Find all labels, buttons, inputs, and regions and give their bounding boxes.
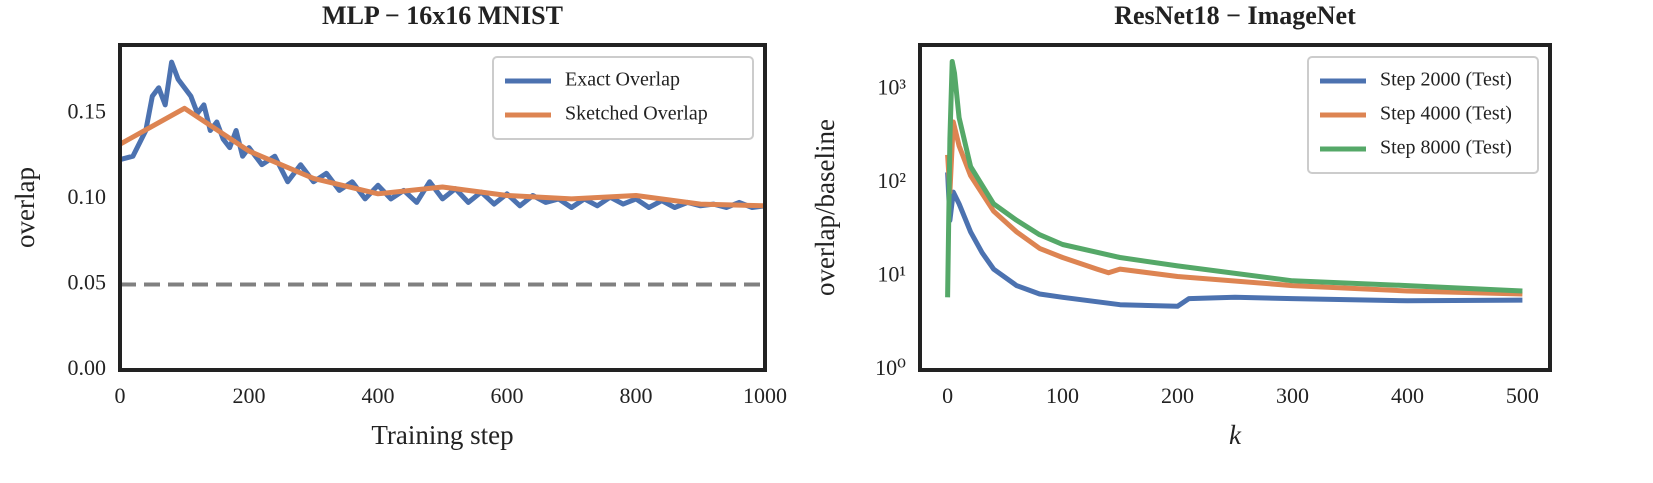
- x-axis-label: Training step: [371, 420, 513, 450]
- x-tick-label: 400: [1391, 383, 1424, 408]
- x-tick-label: 500: [1506, 383, 1539, 408]
- y-axis-label: overlap: [10, 167, 40, 248]
- y-tick-label: 10³: [877, 75, 906, 100]
- x-tick-label: 400: [362, 383, 395, 408]
- x-tick-label: 0: [942, 383, 953, 408]
- y-tick-label: 10¹: [877, 262, 906, 287]
- x-tick-label: 100: [1046, 383, 1079, 408]
- series-line: [120, 105, 765, 209]
- legend-label: Step 4000 (Test): [1380, 103, 1512, 125]
- y-tick-label: 0.15: [68, 98, 107, 123]
- x-tick-label: 300: [1276, 383, 1309, 408]
- legend-box: [492, 56, 754, 140]
- plot-area: [945, 59, 1523, 309]
- y-tick-label: 0.10: [68, 184, 107, 209]
- y-axis-label: overlap/baseline: [810, 119, 840, 296]
- x-tick-label: 200: [1161, 383, 1194, 408]
- series-line: [120, 59, 765, 210]
- legend-label: Step 8000 (Test): [1380, 137, 1512, 159]
- plot-frame: [118, 43, 767, 372]
- y-tick-label: 0.00: [68, 355, 107, 380]
- chart-title: ResNet18 − ImageNet: [1114, 1, 1356, 30]
- chart-title: MLP − 16x16 MNIST: [322, 1, 563, 30]
- x-tick-label: 200: [233, 383, 266, 408]
- x-tick-label: 600: [491, 383, 524, 408]
- plot-area: [120, 59, 765, 287]
- x-tick-label: 800: [620, 383, 653, 408]
- legend-label: Step 2000 (Test): [1380, 69, 1512, 91]
- x-axis-label: k: [1229, 420, 1242, 450]
- series-line: [945, 119, 1523, 297]
- x-tick-label: 0: [115, 383, 126, 408]
- plot-frame: [918, 43, 1552, 372]
- legend-box: [1307, 56, 1539, 174]
- series-line: [945, 59, 1523, 298]
- legend-label: Exact Overlap: [565, 69, 680, 91]
- y-tick-label: 10²: [877, 168, 906, 193]
- legend-label: Sketched Overlap: [565, 103, 708, 125]
- series-line: [945, 172, 1523, 309]
- y-tick-label: 0.05: [68, 270, 107, 295]
- y-tick-label: 10⁰: [875, 355, 906, 380]
- x-tick-label: 1000: [743, 383, 787, 408]
